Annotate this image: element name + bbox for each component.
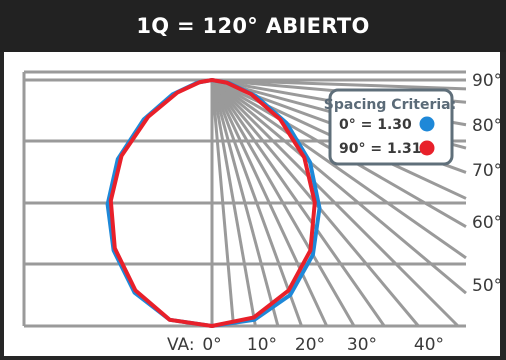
legend-entry-label: 0° = 1.30 <box>339 117 412 133</box>
legend-entry-label: 90° = 1.31 <box>339 141 422 157</box>
grid-ray-0 <box>210 79 236 327</box>
bottom-angle-label: 0° <box>202 335 221 355</box>
grid-ray-4 <box>210 79 329 327</box>
right-angle-label: 70° <box>472 161 500 181</box>
right-angle-label: 90° <box>472 71 500 91</box>
right-angle-label: 80° <box>472 116 500 136</box>
bottom-label-strip <box>154 330 494 356</box>
plot-area: 90° 80° 70° 60° 50° VA: 0° 10° 20° 30° 40° Spacing … <box>4 52 500 356</box>
grid-ray-8 <box>210 78 460 328</box>
bottom-angle-label: 10° <box>247 335 277 355</box>
grid-ray-17 <box>211 78 467 91</box>
distribution-curve-90deg <box>108 78 317 328</box>
grid-ray-1 <box>210 79 257 327</box>
right-angle-label: 60° <box>472 213 500 233</box>
grid-ray-2 <box>210 79 280 327</box>
legend-title: Spacing Criteria: <box>324 97 456 113</box>
grid-ray-5 <box>210 79 356 327</box>
bottom-angle-label: 30° <box>347 335 377 355</box>
chart-title-bar: 1Q = 120° ABIERTO <box>0 0 506 52</box>
grid-ray-6 <box>210 79 386 327</box>
photometric-chart: 90° 80° 70° 60° 50° VA: 0° 10° 20° 30° 40° Spacing … <box>22 70 500 356</box>
grid-ray-9 <box>211 78 467 295</box>
grid-ray-10 <box>211 78 467 260</box>
legend-swatch <box>419 140 435 156</box>
chart-title: 1Q = 120° ABIERTO <box>136 14 370 38</box>
bottom-angle-label: 40° <box>414 335 444 355</box>
grid-ray-3 <box>210 79 303 327</box>
va-prefix-label: VA: <box>167 335 195 355</box>
bottom-angle-label: 20° <box>295 335 325 355</box>
legend-swatch <box>419 116 435 132</box>
right-angle-label: 50° <box>472 276 500 296</box>
